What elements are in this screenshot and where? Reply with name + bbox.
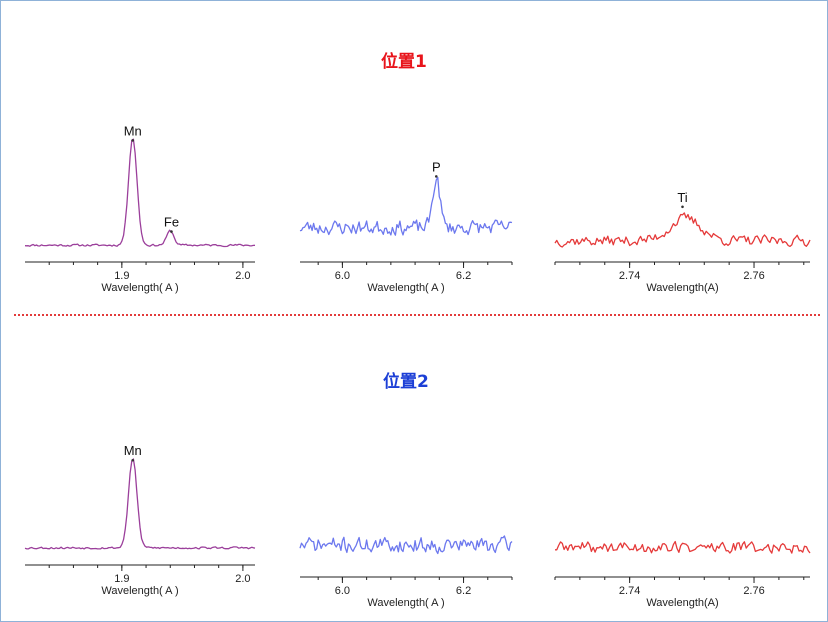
spectrum-line-ti bbox=[555, 540, 811, 554]
spectrum-p-position-1: 6.0 6.2 Wavelength( A ) P bbox=[299, 159, 513, 294]
spectrum-line-ti bbox=[554, 212, 811, 248]
peak-marker bbox=[131, 139, 135, 142]
peak-label: Fe bbox=[164, 215, 179, 230]
peak-label: Ti bbox=[677, 190, 687, 205]
spectrum-ti-position-2: 2.74 2.76 Wavelength(A) bbox=[554, 540, 811, 609]
spectrum-line-mn bbox=[24, 458, 256, 550]
x-axis-label: Wavelength( A ) bbox=[101, 282, 178, 294]
spectrum-ti-position-1: 2.74 2.76 Wavelength(A) Ti bbox=[554, 190, 811, 294]
section-title-position-2: 位置2 bbox=[383, 372, 429, 392]
section-title-position-1: 位置1 bbox=[381, 52, 427, 72]
section-divider bbox=[14, 314, 820, 316]
peak-marker bbox=[434, 175, 438, 178]
x-tick-label: 6.2 bbox=[456, 270, 471, 282]
peak-label: Mn bbox=[124, 123, 142, 138]
x-tick-label: 6.0 bbox=[335, 270, 350, 282]
spectrum-mn-position-2: 1.9 2.0 Wavelength( A ) Mn bbox=[24, 443, 256, 597]
x-tick-label: 2.74 bbox=[619, 585, 640, 597]
x-axis-label: Wavelength( A ) bbox=[367, 282, 444, 294]
spectrum-mn-fe-position-1: 1.9 2.0 Wavelength( A ) Mn Fe bbox=[24, 123, 256, 294]
x-tick-label: 2.76 bbox=[743, 585, 764, 597]
x-axis-label: Wavelength(A) bbox=[646, 597, 718, 609]
x-tick-label: 2.74 bbox=[619, 270, 640, 282]
x-tick-label: 2.0 bbox=[235, 270, 250, 282]
peak-marker bbox=[681, 205, 684, 209]
x-tick-label: 1.9 bbox=[114, 270, 129, 282]
spectrum-p-position-2: 6.0 6.2 Wavelength( A ) bbox=[299, 535, 513, 609]
spectrum-line-p bbox=[299, 176, 513, 236]
x-tick-label: 6.2 bbox=[456, 585, 471, 597]
x-tick-label: 2.0 bbox=[235, 573, 250, 585]
x-axis-label: Wavelength( A ) bbox=[367, 597, 444, 609]
peak-label: P bbox=[432, 159, 441, 174]
peak-marker bbox=[131, 458, 135, 462]
x-axis-label: Wavelength( A ) bbox=[101, 585, 178, 597]
peak-marker bbox=[170, 230, 173, 233]
x-tick-label: 6.0 bbox=[335, 585, 350, 597]
x-axis-label: Wavelength(A) bbox=[646, 282, 718, 294]
x-tick-label: 2.76 bbox=[743, 270, 764, 282]
spectrum-line-p bbox=[299, 535, 513, 555]
x-tick-label: 1.9 bbox=[114, 573, 129, 585]
peak-label: Mn bbox=[124, 443, 142, 458]
spectrum-line-mn-fe bbox=[24, 138, 256, 248]
